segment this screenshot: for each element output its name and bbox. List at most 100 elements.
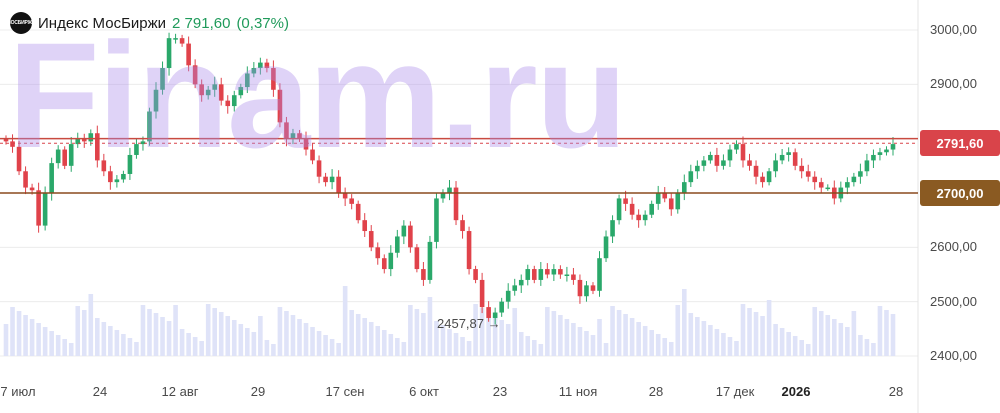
candle-body: [290, 133, 296, 139]
candle-body: [381, 258, 387, 270]
volume-bar: [466, 341, 472, 356]
candle-body: [623, 198, 628, 204]
volume-bar: [16, 311, 22, 356]
candle-body: [388, 252, 394, 270]
volume-bar: [616, 310, 622, 356]
candle-body: [10, 141, 15, 147]
volume-bar: [179, 329, 185, 356]
min-price-value: 2457,87: [437, 316, 484, 331]
instrument-header[interactable]: МОСБИРЖА Индекс МосБиржи 2 791,60 (0,37%…: [7, 11, 289, 35]
volume-bar: [864, 339, 870, 356]
volume-bar: [792, 336, 798, 356]
volume-bar: [355, 314, 361, 356]
volume-bar: [205, 304, 211, 356]
candle-body: [701, 160, 707, 166]
volume-bars: [3, 286, 896, 356]
volume-bar: [297, 319, 302, 356]
volume-bar: [460, 337, 465, 356]
candle-body: [825, 187, 831, 190]
volume-bar: [414, 309, 420, 356]
volume-bar: [668, 342, 674, 356]
candle-body: [108, 171, 113, 183]
candle-body: [505, 290, 511, 302]
moex-logo-icon: МОСБИРЖА: [7, 12, 36, 34]
candle-body: [668, 198, 674, 210]
volume-bar: [101, 322, 107, 356]
volume-bar: [877, 306, 883, 356]
candle-body: [440, 193, 446, 199]
y-tick-label: 3000,00: [930, 22, 977, 37]
volume-bar: [753, 312, 759, 356]
x-tick-label: 6 окт: [409, 384, 439, 399]
volume-bar: [62, 339, 67, 356]
candle-body: [173, 38, 178, 40]
candle-body: [571, 274, 576, 280]
candle-body: [414, 247, 420, 270]
candle-body: [349, 198, 354, 204]
candle-body: [3, 138, 9, 142]
volume-bar: [342, 286, 348, 356]
candle-body: [323, 176, 328, 183]
volume-bar: [832, 319, 837, 356]
volume-bar: [623, 314, 628, 356]
candle-body: [558, 269, 563, 275]
candle-body: [277, 89, 283, 123]
volume-bar: [368, 322, 374, 356]
candle-body: [192, 65, 198, 85]
candle-body: [238, 87, 244, 96]
x-tick-label: 28: [888, 384, 904, 399]
volume-bar: [238, 324, 244, 356]
volume-bar: [401, 342, 407, 356]
candle-body: [858, 171, 863, 177]
volume-bar: [336, 343, 341, 356]
volume-bar: [153, 313, 159, 356]
volume-bar: [890, 314, 896, 356]
candle-body: [68, 144, 74, 166]
candle-body: [727, 149, 733, 161]
min-price-annotation: 2457,87 →: [437, 316, 501, 331]
candle-body: [636, 214, 641, 221]
candle-body: [518, 279, 524, 286]
volume-bar: [29, 319, 35, 356]
volume-bar: [825, 315, 831, 356]
candle-body: [88, 133, 94, 142]
volume-bar: [740, 304, 746, 356]
volume-bar: [688, 313, 694, 356]
volume-bar: [349, 310, 354, 356]
volume-bar: [427, 297, 433, 356]
volume-bar: [884, 310, 889, 356]
volume-bar: [786, 332, 791, 356]
x-tick-label: 24: [92, 384, 108, 399]
volume-bar: [818, 311, 824, 356]
volume-bar: [290, 315, 296, 356]
volume-bar: [55, 335, 61, 356]
volume-bar: [277, 307, 283, 356]
volume-bar: [662, 338, 668, 356]
x-tick-label: 2026: [781, 384, 811, 399]
volume-bar: [10, 307, 15, 356]
volume-bar: [134, 342, 139, 356]
candle-body: [284, 122, 289, 139]
volume-bar: [512, 308, 518, 356]
volume-bar: [251, 332, 257, 356]
candle-body: [160, 68, 165, 90]
candle-body: [616, 198, 622, 221]
volume-bar: [871, 343, 876, 356]
volume-bar: [551, 311, 557, 356]
x-tick-label: 11 ноя: [558, 384, 598, 399]
x-tick-label: 23: [492, 384, 508, 399]
volume-bar: [408, 305, 413, 356]
candle-body: [179, 38, 185, 44]
y-tick-label: 2900,00: [930, 76, 977, 92]
support-level-badge[interactable]: 2700,00: [920, 180, 1000, 206]
volume-bar: [192, 337, 198, 356]
candle-body: [760, 176, 765, 183]
y-tick-label: 2600,00: [930, 239, 977, 255]
volume-bar: [805, 344, 811, 356]
volume-bar: [212, 308, 218, 356]
candle-body: [303, 138, 309, 150]
candle-body: [584, 285, 589, 297]
candle-body: [799, 165, 804, 172]
volume-bar: [121, 334, 126, 356]
volume-bar: [108, 326, 113, 356]
